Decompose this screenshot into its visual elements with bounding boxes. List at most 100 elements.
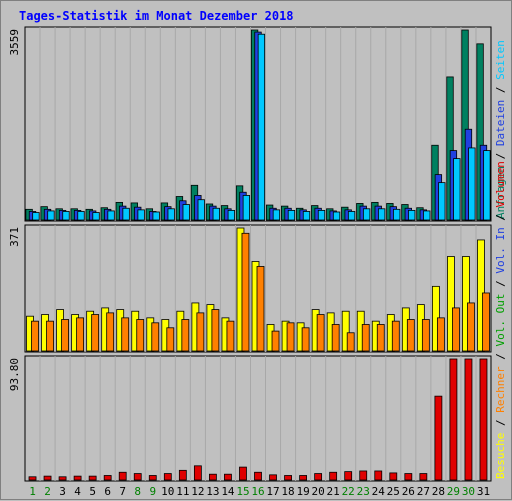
bar-seiten-day-14 (227, 209, 235, 221)
bar-seiten-day-23 (362, 208, 371, 221)
bar-rechner-day-23 (361, 324, 370, 352)
day-label-23: 23 (357, 485, 370, 498)
day-label-1: 1 (29, 485, 36, 498)
day-label-4: 4 (74, 485, 81, 498)
day-label-17: 17 (266, 485, 279, 498)
bar-volumen-day-17 (269, 474, 277, 481)
bar-volumen-day-12 (193, 465, 202, 481)
day-label-3: 3 (59, 485, 66, 498)
bar-volumen-day-18 (284, 475, 292, 481)
day-label-2: 2 (44, 485, 51, 498)
bar-volumen-day-1 (28, 476, 37, 481)
bar-volumen-day-22 (344, 471, 353, 481)
day-label-24: 24 (372, 485, 386, 498)
day-label-8: 8 (134, 485, 141, 498)
legend-entry: / (494, 80, 507, 100)
bar-volumen-day-6 (103, 475, 112, 481)
day-label-6: 6 (104, 485, 111, 498)
bar-rechner-day-11 (181, 319, 190, 352)
day-label-26: 26 (402, 485, 415, 498)
bar-rechner-day-10 (166, 327, 175, 352)
day-label-22: 22 (342, 485, 355, 498)
panel-volume: 93.80 (8, 355, 492, 482)
bar-seiten-day-27 (423, 210, 431, 221)
bar-seiten-day-28 (438, 182, 446, 221)
bar-volumen-day-30 (464, 358, 473, 481)
bar-rechner-day-7 (121, 317, 130, 352)
bar-rechner-day-2 (46, 320, 54, 352)
bar-rechner-day-15 (241, 232, 250, 352)
legend-entry: Besuche (494, 433, 507, 479)
day-label-12: 12 (191, 485, 204, 498)
day-label-5: 5 (89, 485, 96, 498)
bar-rechner-day-17 (271, 330, 280, 352)
day-label-14: 14 (221, 485, 235, 498)
bar-volumen-day-27 (419, 473, 428, 481)
bar-rechner-day-5 (91, 314, 100, 352)
bar-seiten-day-13 (212, 207, 220, 221)
bar-seiten-day-8 (137, 209, 145, 221)
bar-seiten-day-12 (197, 199, 205, 221)
day-label-16: 16 (251, 485, 264, 498)
bar-volumen-day-8 (133, 473, 142, 481)
bar-seiten-day-20 (317, 209, 326, 221)
bar-seiten-day-26 (408, 209, 416, 221)
legend-entry: Dateien (494, 100, 507, 146)
bar-volumen-day-11 (178, 469, 187, 481)
bar-volumen-day-28 (434, 395, 443, 481)
panel-visits: 371 (8, 224, 492, 353)
bar-besuche-day-22 (341, 310, 350, 352)
bar-volumen-day-4 (73, 475, 82, 481)
legend-entry: / (494, 207, 507, 227)
bar-rechner-day-26 (406, 319, 415, 352)
bar-volumen-day-13 (208, 473, 217, 481)
bar-rechner-day-4 (76, 317, 85, 352)
bar-rechner-day-30 (467, 302, 475, 352)
bar-seiten-day-11 (182, 204, 190, 221)
bar-seiten-day-15 (242, 195, 251, 221)
day-label-18: 18 (281, 485, 294, 498)
bar-seiten-day-29 (453, 158, 461, 221)
legend-entry: Anfragen (494, 166, 507, 219)
bar-volumen-day-29 (449, 358, 458, 481)
bar-volumen-day-2 (43, 475, 52, 481)
day-label-15: 15 (236, 485, 249, 498)
bar-rechner-day-9 (151, 322, 160, 352)
day-label-19: 19 (296, 485, 309, 498)
bar-volumen-day-21 (329, 471, 338, 481)
bar-seiten-day-22 (347, 211, 356, 221)
bar-rechner-day-19 (301, 327, 310, 352)
bar-rechner-day-24 (376, 324, 385, 352)
axis-max-label: 371 (8, 227, 21, 247)
bar-volumen-day-15 (239, 466, 247, 481)
bar-rechner-day-22 (346, 332, 355, 352)
bar-rechner-day-25 (391, 320, 400, 352)
bar-volumen-day-9 (148, 475, 157, 481)
bar-volumen-day-25 (389, 472, 398, 481)
legend-entry: Seiten (494, 40, 507, 80)
legend-entry: Rechner (494, 366, 507, 413)
bar-rechner-day-1 (31, 320, 39, 352)
day-label-31: 31 (477, 485, 490, 498)
bar-seiten-day-25 (393, 208, 401, 221)
bar-rechner-day-28 (436, 317, 445, 352)
bar-besuche-day-29 (447, 256, 455, 352)
bar-volumen-day-10 (163, 473, 172, 481)
bar-seiten-day-3 (62, 211, 70, 221)
bar-volumen-day-23 (359, 470, 368, 481)
bar-seiten-day-18 (287, 209, 296, 221)
day-label-11: 11 (176, 485, 189, 498)
bar-seiten-day-5 (92, 212, 100, 221)
bar-volumen-day-24 (374, 470, 383, 481)
bar-seiten-day-2 (47, 210, 55, 221)
panel-requests: 3559 (8, 26, 492, 222)
bar-seiten-day-17 (272, 209, 281, 221)
bar-rechner-day-12 (196, 312, 205, 352)
day-label-27: 27 (417, 485, 430, 498)
bar-seiten-day-16 (257, 33, 266, 221)
day-label-28: 28 (432, 485, 445, 498)
axis-max-label: 3559 (8, 29, 21, 56)
day-label-25: 25 (387, 485, 400, 498)
day-label-7: 7 (119, 485, 126, 498)
bar-volumen-day-31 (479, 358, 488, 481)
